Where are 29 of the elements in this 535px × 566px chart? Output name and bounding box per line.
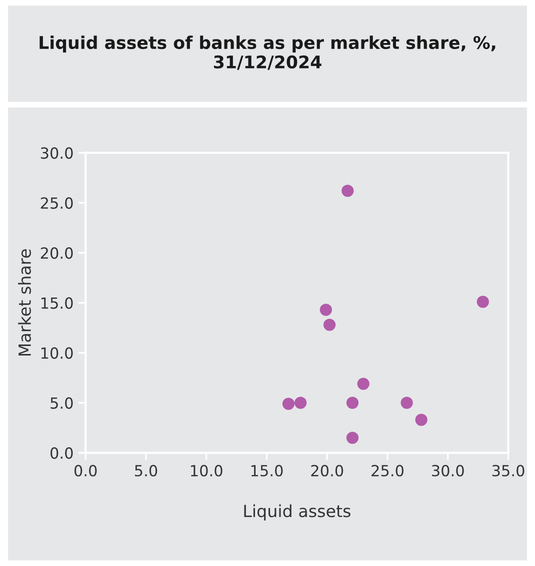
point (400, 396, 413, 409)
y-tick-label: 20.0 (40, 247, 73, 259)
x-tick-label: 10.0 (191, 464, 222, 476)
y-tick-label: 10.0 (41, 347, 73, 359)
x-tick-label: 30.0 (432, 464, 464, 476)
x-tick-label: 35.0 (492, 464, 524, 476)
point (282, 398, 295, 410)
y-axis-title: Market share (18, 249, 31, 356)
x-tick-label: 15.0 (251, 464, 283, 476)
point (323, 318, 336, 331)
y-tick-label: 30.0 (40, 147, 73, 159)
point (346, 432, 359, 444)
x-tick-label: 20.0 (311, 464, 344, 476)
point (320, 304, 332, 316)
x-tick-label: 25.0 (372, 464, 404, 476)
y-tick-label: 15.0 (41, 297, 73, 309)
x-tick-label: 5.0 (135, 464, 158, 476)
y-tick-label: 25.0 (40, 197, 73, 209)
point (415, 414, 428, 426)
point (476, 296, 489, 308)
point (342, 184, 354, 197)
chart-title: Liquid assets of banks as per market share, %, 31/12/2024 (40, 36, 496, 70)
point (294, 396, 307, 409)
point (357, 378, 370, 390)
x-axis-title: Liquid assets (244, 504, 350, 521)
y-tick-label: 0.0 (50, 447, 73, 459)
x-tick-label: 0.0 (74, 464, 97, 476)
y-tick-label: 5.0 (50, 397, 73, 409)
point (346, 396, 359, 409)
